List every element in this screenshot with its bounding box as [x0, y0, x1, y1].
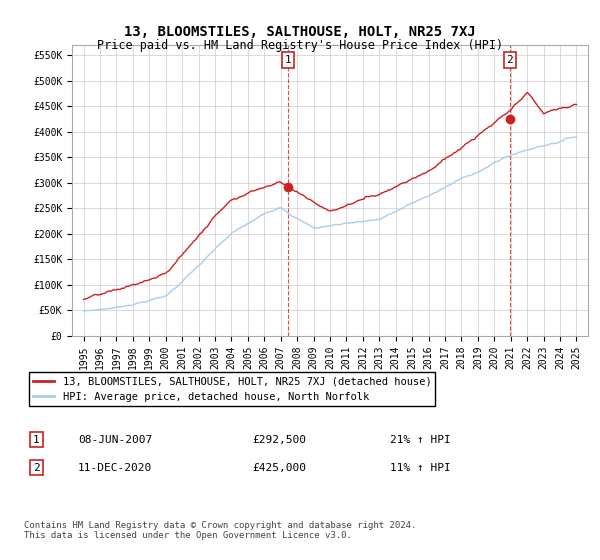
Text: £425,000: £425,000: [252, 463, 306, 473]
Text: £292,500: £292,500: [252, 435, 306, 445]
Text: 13, BLOOMSTILES, SALTHOUSE, HOLT, NR25 7XJ: 13, BLOOMSTILES, SALTHOUSE, HOLT, NR25 7…: [124, 25, 476, 39]
Text: 11-DEC-2020: 11-DEC-2020: [78, 463, 152, 473]
Text: 2: 2: [33, 463, 40, 473]
Text: Price paid vs. HM Land Registry's House Price Index (HPI): Price paid vs. HM Land Registry's House …: [97, 39, 503, 52]
Text: 2: 2: [506, 55, 513, 65]
Text: Contains HM Land Registry data © Crown copyright and database right 2024.
This d: Contains HM Land Registry data © Crown c…: [24, 521, 416, 540]
Text: 11% ↑ HPI: 11% ↑ HPI: [390, 463, 451, 473]
Text: 1: 1: [284, 55, 292, 65]
Text: 08-JUN-2007: 08-JUN-2007: [78, 435, 152, 445]
Text: 21% ↑ HPI: 21% ↑ HPI: [390, 435, 451, 445]
Legend: 13, BLOOMSTILES, SALTHOUSE, HOLT, NR25 7XJ (detached house), HPI: Average price,: 13, BLOOMSTILES, SALTHOUSE, HOLT, NR25 7…: [29, 372, 436, 406]
Text: 1: 1: [33, 435, 40, 445]
